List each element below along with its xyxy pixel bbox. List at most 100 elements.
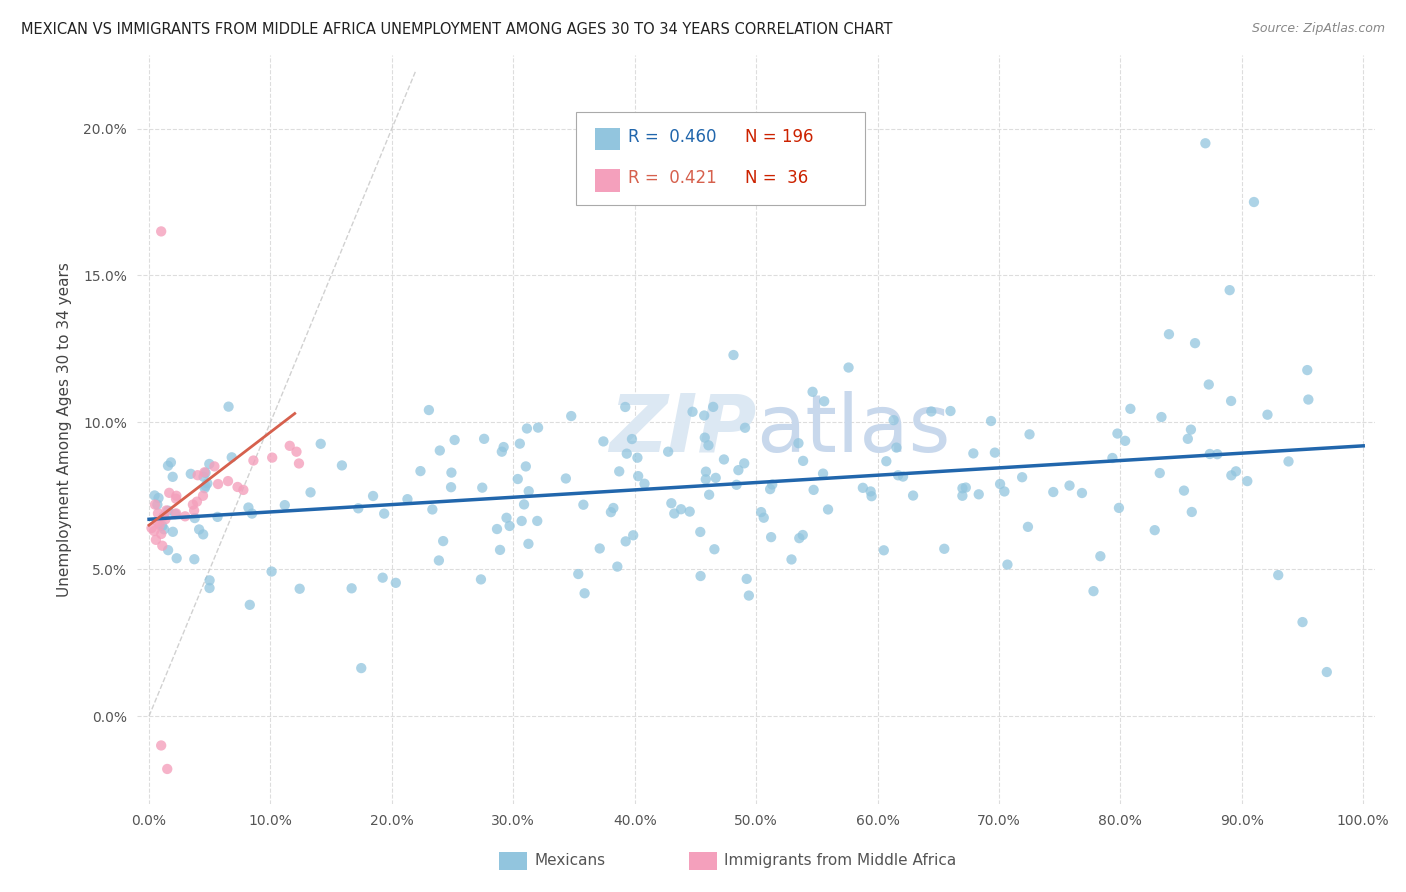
Point bbox=[1219, 283, 1241, 297]
Point bbox=[485, 522, 508, 536]
Point bbox=[1225, 464, 1247, 478]
Point bbox=[422, 502, 444, 516]
Point bbox=[616, 447, 638, 461]
Point bbox=[574, 586, 596, 600]
Point bbox=[278, 439, 301, 453]
Point bbox=[697, 488, 720, 502]
Point bbox=[517, 484, 540, 499]
Point bbox=[682, 405, 704, 419]
Point bbox=[146, 507, 169, 521]
Point bbox=[734, 421, 756, 435]
Point bbox=[472, 432, 495, 446]
Point bbox=[1071, 486, 1094, 500]
Point bbox=[150, 739, 173, 753]
Point bbox=[875, 454, 897, 468]
Point bbox=[669, 502, 692, 516]
Point bbox=[1149, 466, 1171, 480]
Point bbox=[371, 571, 394, 585]
Point bbox=[143, 524, 166, 538]
Point bbox=[385, 575, 408, 590]
Point bbox=[506, 472, 529, 486]
Point bbox=[695, 472, 717, 486]
Point bbox=[620, 432, 643, 446]
Point bbox=[838, 360, 860, 375]
Point bbox=[749, 505, 772, 519]
Point bbox=[614, 400, 637, 414]
Point bbox=[527, 420, 550, 434]
Point bbox=[361, 489, 384, 503]
Point bbox=[920, 404, 942, 418]
Point bbox=[592, 434, 614, 449]
Point bbox=[955, 481, 977, 495]
Point bbox=[883, 413, 905, 427]
Point bbox=[702, 400, 724, 414]
Point bbox=[262, 450, 284, 465]
Point bbox=[165, 507, 187, 521]
Point bbox=[759, 482, 782, 496]
Point bbox=[299, 485, 322, 500]
Point bbox=[183, 552, 205, 566]
Point bbox=[157, 543, 180, 558]
Point bbox=[567, 567, 589, 582]
Text: N = 196: N = 196 bbox=[745, 128, 814, 146]
Point bbox=[659, 496, 682, 510]
Point bbox=[627, 469, 650, 483]
Point bbox=[1220, 394, 1243, 409]
Point bbox=[811, 467, 834, 481]
Point bbox=[735, 572, 758, 586]
Point bbox=[207, 477, 229, 491]
Point bbox=[693, 431, 716, 445]
Point bbox=[160, 455, 183, 469]
Point bbox=[432, 534, 454, 549]
Point bbox=[226, 480, 249, 494]
Point bbox=[309, 437, 332, 451]
Point bbox=[967, 487, 990, 501]
Point bbox=[602, 500, 624, 515]
Point bbox=[606, 559, 628, 574]
Text: Mexicans: Mexicans bbox=[534, 854, 606, 868]
Point bbox=[141, 521, 163, 535]
Point bbox=[873, 543, 896, 558]
Point bbox=[194, 479, 217, 493]
Point bbox=[471, 481, 494, 495]
Point bbox=[1059, 478, 1081, 492]
Text: R =  0.460: R = 0.460 bbox=[628, 128, 717, 146]
Point bbox=[443, 433, 465, 447]
Text: MEXICAN VS IMMIGRANTS FROM MIDDLE AFRICA UNEMPLOYMENT AMONG AGES 30 TO 34 YEARS : MEXICAN VS IMMIGRANTS FROM MIDDLE AFRICA… bbox=[21, 22, 893, 37]
Point bbox=[589, 541, 612, 556]
Point bbox=[260, 565, 283, 579]
Text: N =  36: N = 36 bbox=[745, 169, 808, 186]
Point bbox=[186, 494, 208, 508]
Point bbox=[492, 440, 515, 454]
Point bbox=[165, 489, 187, 503]
Point bbox=[817, 502, 839, 516]
Point bbox=[242, 453, 264, 467]
Point bbox=[689, 569, 711, 583]
Point bbox=[495, 510, 517, 524]
Point bbox=[1101, 450, 1123, 465]
Point bbox=[1291, 615, 1313, 629]
Point bbox=[181, 498, 204, 512]
Point bbox=[347, 501, 370, 516]
Point bbox=[274, 498, 297, 512]
Point bbox=[418, 403, 440, 417]
Point bbox=[165, 507, 187, 521]
Point bbox=[156, 762, 179, 776]
Point bbox=[725, 477, 748, 491]
Point bbox=[934, 541, 956, 556]
Point bbox=[240, 507, 263, 521]
Point bbox=[695, 465, 717, 479]
Point bbox=[697, 438, 720, 452]
Point bbox=[1090, 549, 1112, 564]
Point bbox=[554, 471, 576, 485]
Point bbox=[1194, 136, 1216, 151]
Point bbox=[150, 539, 173, 553]
Text: R =  0.421: R = 0.421 bbox=[628, 169, 717, 186]
Point bbox=[780, 552, 803, 566]
Point bbox=[239, 598, 262, 612]
Point bbox=[1157, 327, 1180, 342]
Point bbox=[221, 450, 243, 465]
Point bbox=[193, 465, 215, 479]
Point bbox=[689, 524, 711, 539]
Point bbox=[207, 509, 229, 524]
